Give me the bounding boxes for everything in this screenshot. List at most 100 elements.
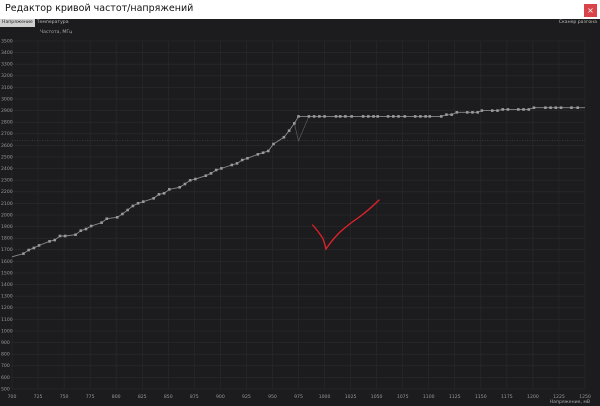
- curve-point-handle[interactable]: [22, 252, 25, 255]
- curve-point-handle[interactable]: [392, 115, 395, 118]
- tab-voltage[interactable]: Напряжение: [0, 19, 35, 27]
- curve-point-handle[interactable]: [37, 244, 41, 247]
- oc-scanner-button[interactable]: Сканер разгона: [558, 20, 597, 25]
- y-tick-label: 2300: [1, 178, 13, 184]
- curve-point-handle[interactable]: [397, 115, 400, 118]
- curve-point-handle[interactable]: [27, 248, 30, 252]
- curve-point-handle[interactable]: [312, 115, 316, 118]
- curve-point-handle[interactable]: [89, 224, 93, 228]
- curve-point-handle[interactable]: [282, 135, 286, 139]
- curve-point-handle[interactable]: [136, 201, 140, 205]
- curve-point-handle[interactable]: [403, 115, 407, 118]
- curve-point-handle[interactable]: [323, 115, 326, 118]
- curve-point-handle[interactable]: [297, 115, 300, 118]
- curve-point-handle[interactable]: [266, 149, 270, 153]
- curve-point-handle[interactable]: [386, 115, 390, 118]
- curve-point-handle[interactable]: [121, 212, 124, 216]
- curve-point-handle[interactable]: [424, 115, 427, 118]
- close-button[interactable]: ×: [584, 4, 597, 17]
- curve-point-handle[interactable]: [162, 192, 166, 195]
- curve-point-handle[interactable]: [344, 115, 347, 118]
- curve-point-handle[interactable]: [367, 115, 370, 118]
- curve-point-handle[interactable]: [188, 179, 192, 182]
- curve-point-handle[interactable]: [178, 185, 182, 189]
- curve-point-handle[interactable]: [235, 162, 239, 165]
- curve-point-handle[interactable]: [480, 109, 484, 112]
- curve-point-handle[interactable]: [496, 109, 499, 112]
- curve-point-handle[interactable]: [105, 217, 109, 221]
- curve-point-handle[interactable]: [465, 111, 469, 114]
- curve-point-handle[interactable]: [576, 106, 580, 109]
- curve-point-handle[interactable]: [307, 115, 311, 118]
- curve-point-handle[interactable]: [376, 115, 379, 118]
- curve-point-handle[interactable]: [570, 106, 573, 109]
- curve-point-handle[interactable]: [152, 196, 155, 200]
- y-tick-label: 600: [1, 375, 10, 381]
- tab-temperature[interactable]: Температура: [36, 20, 69, 25]
- curve-point-handle[interactable]: [532, 106, 536, 109]
- y-tick-label: 1500: [1, 270, 13, 276]
- curve-point-handle[interactable]: [58, 234, 62, 238]
- curve-point-handle[interactable]: [141, 200, 145, 203]
- x-tick-label: 775: [86, 394, 95, 400]
- curve-point-handle[interactable]: [272, 142, 275, 146]
- curve-point-handle[interactable]: [419, 115, 422, 118]
- curve-point-handle[interactable]: [100, 221, 103, 224]
- curve-point-handle[interactable]: [450, 113, 453, 116]
- x-tick-label: 1250: [579, 394, 591, 400]
- curve-point-handle[interactable]: [372, 115, 375, 118]
- curve-point-handle[interactable]: [471, 111, 474, 114]
- curve-point-handle[interactable]: [287, 129, 291, 132]
- curve-point-handle[interactable]: [246, 156, 249, 160]
- curve-point-handle[interactable]: [48, 240, 51, 243]
- curve-point-handle[interactable]: [338, 115, 342, 118]
- curve-point-handle[interactable]: [527, 108, 531, 111]
- curve-point-handle[interactable]: [455, 111, 459, 114]
- curve-point-handle[interactable]: [32, 246, 36, 250]
- curve-point-handle[interactable]: [428, 115, 432, 118]
- curve-point-handle[interactable]: [413, 115, 417, 118]
- curve-point-handle[interactable]: [318, 115, 321, 118]
- curve-point-handle[interactable]: [554, 106, 558, 109]
- curve-point-handle[interactable]: [204, 174, 208, 177]
- curve-point-handle[interactable]: [209, 172, 213, 175]
- curve-point-handle[interactable]: [214, 168, 218, 172]
- curve-point-handle[interactable]: [559, 106, 563, 109]
- curve-point-handle[interactable]: [240, 158, 244, 162]
- curve-point-handle[interactable]: [501, 108, 504, 111]
- curve-point-handle[interactable]: [168, 188, 171, 191]
- curve-point-handle[interactable]: [544, 106, 547, 109]
- curve-point-handle[interactable]: [84, 227, 88, 231]
- curve-point-handle[interactable]: [194, 177, 197, 181]
- curve-point-handle[interactable]: [439, 115, 443, 118]
- curve-point-handle[interactable]: [549, 106, 552, 109]
- curve-point-handle[interactable]: [79, 229, 83, 232]
- curve-point-handle[interactable]: [490, 109, 494, 112]
- curve-point-handle[interactable]: [256, 153, 260, 156]
- x-tick-label: 1125: [449, 394, 461, 400]
- curve-point-handle[interactable]: [506, 108, 510, 111]
- curve-point-handle[interactable]: [522, 108, 525, 111]
- curve-point-handle[interactable]: [126, 208, 129, 212]
- curve-point-handle[interactable]: [293, 122, 296, 125]
- curve-point-handle[interactable]: [63, 234, 67, 238]
- curve-point-handle[interactable]: [361, 115, 365, 118]
- y-tick-label: 1900: [1, 224, 13, 230]
- curve-point-handle[interactable]: [476, 111, 479, 114]
- curve-point-handle[interactable]: [183, 182, 187, 186]
- curve-point-handle[interactable]: [131, 204, 135, 208]
- curve-point-handle[interactable]: [115, 216, 119, 219]
- curve-point-handle[interactable]: [220, 167, 223, 170]
- curve-point-handle[interactable]: [157, 193, 161, 196]
- curve-point-handle[interactable]: [261, 151, 265, 155]
- curve-point-handle[interactable]: [334, 115, 338, 118]
- curve-point-handle[interactable]: [350, 115, 353, 118]
- curve-point-handle[interactable]: [53, 238, 57, 242]
- y-tick-label: 3300: [1, 62, 13, 68]
- curve-point-handle[interactable]: [445, 113, 448, 116]
- y-tick-label: 1000: [1, 328, 13, 334]
- curve-point-handle[interactable]: [517, 108, 520, 111]
- curve-point-handle[interactable]: [230, 163, 234, 167]
- curve-point-handle[interactable]: [74, 233, 77, 237]
